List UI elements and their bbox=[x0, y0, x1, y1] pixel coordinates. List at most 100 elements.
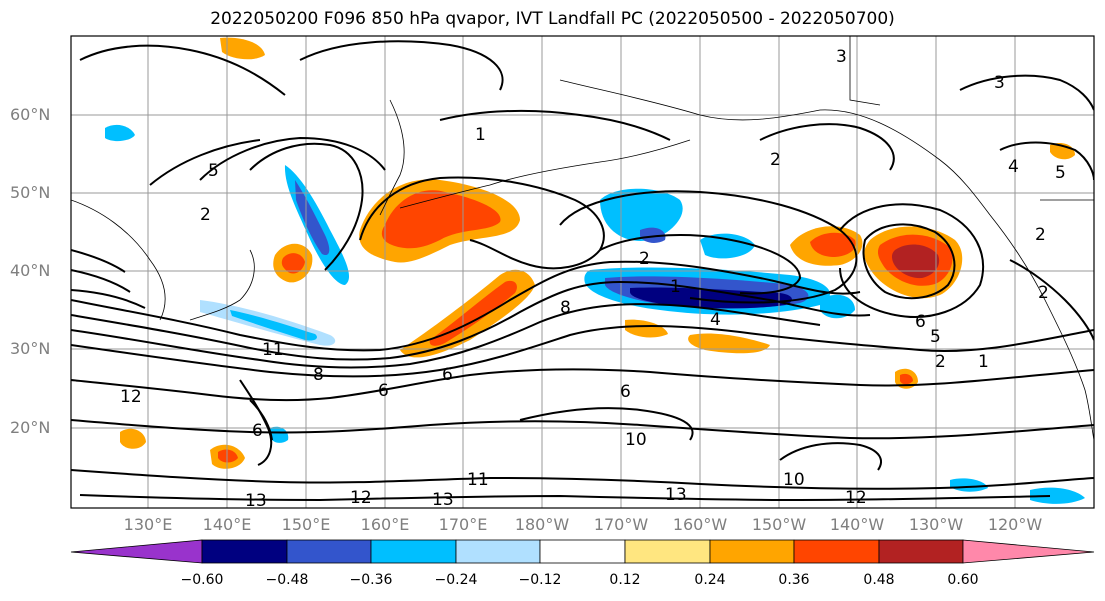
lat-label: 50°N bbox=[10, 183, 51, 202]
anomaly-positive-patch4-core bbox=[900, 373, 913, 385]
contour-24 bbox=[249, 399, 273, 441]
contour-29 bbox=[71, 289, 146, 309]
contour-label: 12 bbox=[350, 488, 372, 508]
contour-label: 2 bbox=[639, 249, 650, 269]
contour-label: 6 bbox=[915, 312, 926, 332]
colorbar-tick-label: −0.36 bbox=[349, 572, 393, 588]
contour-label: 10 bbox=[625, 430, 647, 450]
anomaly-positive-diagonal-core bbox=[429, 280, 517, 346]
colorbar-segment bbox=[286, 539, 372, 564]
contour-17 bbox=[79, 44, 286, 96]
colorbar-segment bbox=[793, 539, 880, 564]
contour-label: 13 bbox=[245, 491, 267, 511]
contour-lines bbox=[71, 40, 1094, 502]
contour-label: 1 bbox=[670, 277, 681, 297]
contour-label: 6 bbox=[378, 381, 389, 401]
colorbar-segment bbox=[878, 539, 964, 564]
lon-label: 150°W bbox=[751, 515, 807, 534]
contour-12 bbox=[839, 203, 985, 318]
contour-18 bbox=[299, 40, 504, 91]
colorbar-tick-label: 0.60 bbox=[947, 572, 979, 588]
anomaly-positive-patch8 bbox=[625, 319, 668, 338]
contour-label: 5 bbox=[1055, 163, 1066, 183]
colorbar-segment bbox=[624, 539, 711, 564]
colorbar-segment bbox=[70, 539, 203, 564]
anomaly-positive-patch3 bbox=[120, 428, 146, 449]
colorbar-segment bbox=[962, 539, 1095, 564]
contour-5 bbox=[71, 368, 1094, 402]
gridlines bbox=[71, 36, 1094, 508]
contour-label: 2 bbox=[1035, 225, 1046, 245]
contour-4 bbox=[71, 325, 1094, 378]
lon-label: 130°W bbox=[908, 515, 964, 534]
lon-label: 170°E bbox=[438, 515, 488, 534]
contour-9 bbox=[359, 176, 605, 270]
coast-alaska bbox=[559, 79, 991, 216]
anomaly-positive-patch1-core bbox=[281, 253, 305, 274]
anomaly-positive-patch7 bbox=[220, 37, 265, 60]
coast-us-canada bbox=[849, 36, 881, 106]
coast-aleutians bbox=[399, 139, 691, 209]
contour-label: 6 bbox=[620, 382, 631, 402]
anomaly-negative-patch6 bbox=[1030, 487, 1085, 504]
shaded-anomalies bbox=[105, 37, 1085, 504]
lon-label: 150°E bbox=[281, 515, 331, 534]
coastlines bbox=[71, 36, 1094, 441]
contour-26 bbox=[779, 442, 882, 471]
colorbar-segment bbox=[709, 539, 795, 564]
contour-label: 1 bbox=[475, 125, 486, 145]
contour-label: 4 bbox=[1008, 157, 1019, 177]
lon-label: 170°W bbox=[593, 515, 649, 534]
lat-label: 20°N bbox=[10, 418, 51, 437]
anomaly-negative-subtropical-core bbox=[230, 310, 317, 341]
coast-na-west bbox=[989, 214, 1094, 441]
anomaly-positive-patch2-core bbox=[218, 449, 238, 463]
colorbar-segment bbox=[539, 539, 626, 564]
contour-28 bbox=[71, 269, 131, 293]
map-plot-area: 3 3 1 2 4 5 5 2 2 1 8 4 6 5 2 1 11 12 8 … bbox=[71, 36, 1094, 511]
coast-japan bbox=[189, 249, 255, 321]
contour-labels: 3 3 1 2 4 5 5 2 2 1 8 4 6 5 2 1 11 12 8 … bbox=[120, 47, 1066, 511]
contour-label: 13 bbox=[432, 490, 454, 510]
contour-label: 3 bbox=[836, 47, 847, 67]
contour-label: 12 bbox=[845, 488, 867, 508]
colorbar-tick-label: −0.12 bbox=[518, 572, 562, 588]
anomaly-positive-patch6 bbox=[688, 333, 770, 354]
colorbar-tick-label: −0.60 bbox=[180, 572, 224, 588]
colorbar-segment bbox=[201, 539, 288, 564]
contour-label: 2 bbox=[1038, 283, 1049, 303]
contour-30 bbox=[1009, 259, 1094, 341]
contour-1 bbox=[71, 260, 861, 352]
anomaly-positive-east-peak bbox=[891, 244, 940, 279]
colorbar-tick-label: −0.48 bbox=[265, 572, 309, 588]
lon-label: 160°E bbox=[360, 515, 410, 534]
contour-label: 12 bbox=[120, 387, 142, 407]
contour-label: 5 bbox=[930, 327, 941, 347]
map-frame bbox=[70, 35, 1095, 509]
colorbar bbox=[70, 539, 1095, 564]
contour-13 bbox=[862, 223, 956, 300]
contour-15 bbox=[199, 136, 386, 181]
anomaly-negative-patch7 bbox=[950, 478, 988, 492]
contour-25 bbox=[519, 407, 694, 441]
contour-label: 13 bbox=[665, 485, 687, 505]
contour-label: 2 bbox=[200, 205, 211, 225]
lat-label: 40°N bbox=[10, 261, 51, 280]
lon-label: 130°E bbox=[123, 515, 173, 534]
colorbar-tick-label: 0.24 bbox=[694, 572, 726, 588]
contour-label: 10 bbox=[783, 470, 805, 490]
coast-asia bbox=[71, 199, 166, 321]
colorbar-tick-label: −0.24 bbox=[434, 572, 478, 588]
contour-7 bbox=[71, 469, 1094, 490]
colorbar-segment bbox=[370, 539, 457, 564]
lat-label: 30°N bbox=[10, 339, 51, 358]
lon-label: 140°E bbox=[202, 515, 252, 534]
map-title: 2022050200 F096 850 hPa qvapor, IVT Land… bbox=[210, 9, 895, 29]
contour-8 bbox=[79, 494, 1051, 502]
contour-label: 6 bbox=[252, 421, 263, 441]
anomaly-negative-patch2 bbox=[700, 233, 755, 259]
contour-2 bbox=[71, 280, 871, 361]
colorbar-tick-label: 0.36 bbox=[778, 572, 810, 588]
colorbar-segment bbox=[455, 539, 541, 564]
